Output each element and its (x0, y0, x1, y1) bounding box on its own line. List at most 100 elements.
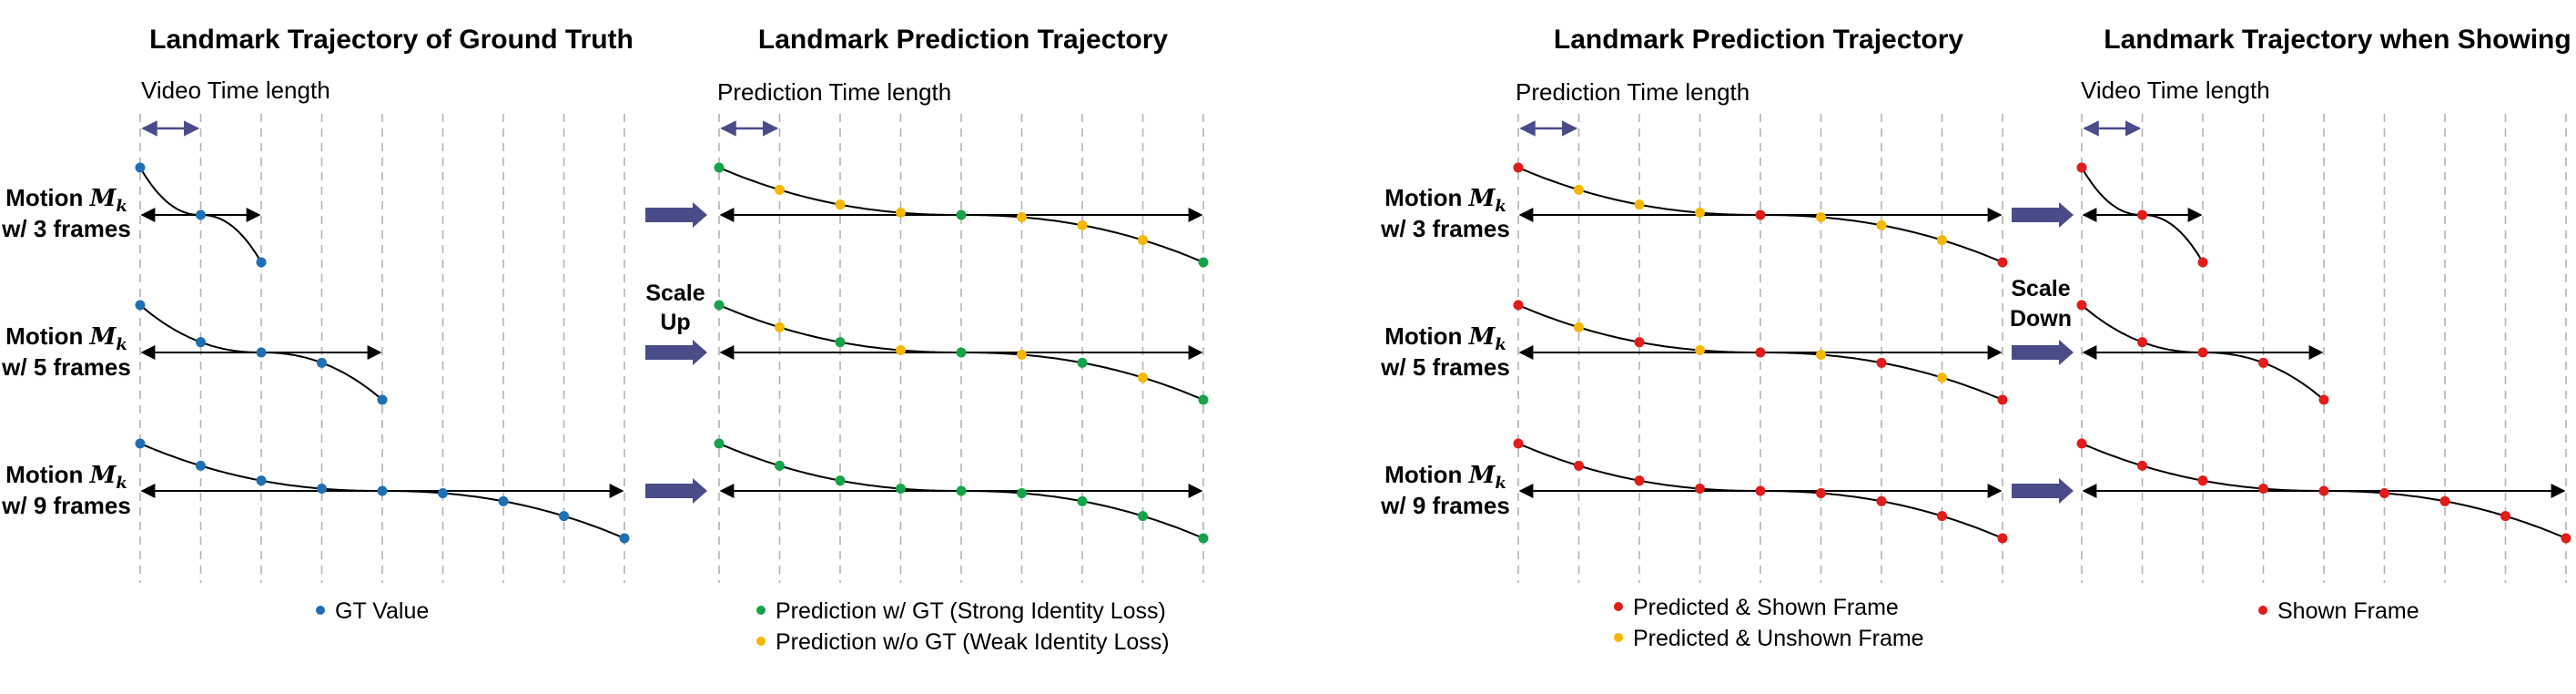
landmark-dot (714, 300, 725, 311)
landmark-dot (196, 209, 206, 220)
landmark-dot (1513, 162, 1524, 173)
landmark-dot (256, 257, 267, 268)
landmark-dot (1198, 257, 1209, 268)
landmark-dot (2197, 475, 2208, 486)
time-length-label-show: Video Time length (2081, 77, 2270, 104)
scale-down-label-line-1: Scale (2011, 276, 2070, 301)
time-length-label-pred-2: Prediction Time length (1516, 78, 1749, 106)
landmark-dot (317, 357, 327, 368)
transition-arrow (645, 478, 707, 504)
transition-arrow (645, 202, 707, 228)
landmark-dot (1077, 357, 1088, 368)
frames-label-3: w/ 3 frames (1380, 215, 1510, 242)
landmark-dot (1755, 485, 1766, 496)
landmark-dot (2076, 438, 2087, 449)
landmark-dot (2137, 337, 2147, 348)
landmark-dot (1513, 300, 1524, 311)
landmark-dot (2318, 394, 2329, 405)
landmark-dot (1876, 495, 1887, 506)
landmark-dot (714, 438, 725, 449)
landmark-dot (2197, 257, 2208, 268)
landmark-dot (835, 199, 846, 210)
landmark-dot (896, 208, 906, 219)
transition-arrow (2012, 478, 2074, 504)
landmark-dot (835, 475, 846, 486)
landmark-dot (1017, 349, 1027, 360)
landmark-dot (1755, 209, 1766, 220)
landmark-dot (1574, 184, 1584, 195)
landmark-dot (317, 484, 327, 495)
landmark-dot (896, 484, 906, 495)
landmark-dot (1997, 257, 2008, 268)
frames-label-9: w/ 9 frames (1380, 492, 1510, 519)
landmark-dot (956, 209, 967, 220)
legend-dot-gt (316, 606, 325, 615)
landmark-dot (775, 460, 785, 471)
landmark-dot (1634, 337, 1645, 348)
landmark-dot (377, 485, 388, 496)
transition-arrow (645, 340, 707, 365)
landmark-dot (896, 345, 906, 356)
landmark-dot (2076, 300, 2087, 311)
motion-label: Motion Mk (5, 322, 127, 354)
landmark-dot (559, 511, 569, 522)
landmark-dot (1574, 321, 1584, 332)
landmark-dot (1634, 475, 1645, 486)
landmark-dot (619, 533, 630, 544)
frames-label-3: w/ 3 frames (1, 215, 131, 242)
legend-text-shown: Predicted & Shown Frame (1633, 595, 1899, 620)
legend-dot-strong (756, 606, 766, 615)
motion-label: Motion Mk (1384, 322, 1506, 354)
landmark-dot (135, 162, 146, 173)
motion-label: Motion Mk (5, 184, 127, 216)
legend-dot-shown (1614, 602, 1623, 611)
frames-label-9: w/ 9 frames (1, 492, 131, 519)
scale-up-label-line-1: Scale (645, 281, 705, 306)
landmark-dot (2379, 487, 2389, 498)
legend-text-shown-frame: Shown Frame (2277, 598, 2419, 624)
landmark-dot (498, 495, 509, 506)
motion-label: Motion Mk (5, 461, 127, 493)
motion-label: Motion Mk (1384, 184, 1506, 216)
landmark-dot (1997, 533, 2008, 544)
transition-arrow (2012, 340, 2074, 365)
frames-label-5: w/ 5 frames (1380, 353, 1510, 381)
legend-text-strong: Prediction w/ GT (Strong Identity Loss) (776, 598, 1166, 624)
landmark-dot (1017, 487, 1027, 498)
landmark-dot (1816, 487, 1826, 498)
landmark-dot (2500, 511, 2510, 522)
landmark-dot (2137, 460, 2147, 471)
landmark-dot (1695, 345, 1705, 356)
landmark-dot (1138, 373, 1148, 383)
landmark-dot (1634, 199, 1645, 210)
landmark-dot (835, 337, 846, 348)
landmark-dot (1017, 211, 1027, 222)
landmark-dot (1876, 219, 1887, 230)
landmark-dot (1138, 511, 1148, 522)
landmark-dot (1513, 438, 1524, 449)
landmark-dot (2318, 485, 2329, 496)
landmark-dot (775, 184, 785, 195)
landmark-dot (1816, 349, 1826, 360)
landmark-dot (1077, 219, 1088, 230)
landmark-dot (2439, 495, 2450, 506)
landmark-dot (377, 394, 388, 405)
legend-text-weak: Prediction w/o GT (Weak Identity Loss) (776, 629, 1170, 655)
landmark-dot (1876, 357, 1887, 368)
landmark-dot (956, 485, 967, 496)
legend-dot-weak (756, 637, 766, 646)
landmark-dot (714, 162, 725, 173)
landmark-dot (1198, 533, 1209, 544)
transition-arrow (2012, 202, 2074, 228)
landmark-dot (1755, 347, 1766, 358)
landmark-dot (1937, 235, 1947, 246)
landmark-dot (2076, 162, 2087, 173)
landmark-dot (1198, 394, 1209, 405)
landmark-dot (1937, 511, 1947, 522)
landmark-dot (2561, 533, 2571, 544)
landmark-dot (196, 337, 206, 348)
panel-title-ground-truth: Landmark Trajectory of Ground Truth (149, 25, 634, 55)
landmark-dot (1997, 394, 2008, 405)
landmark-dot (1937, 373, 1947, 383)
